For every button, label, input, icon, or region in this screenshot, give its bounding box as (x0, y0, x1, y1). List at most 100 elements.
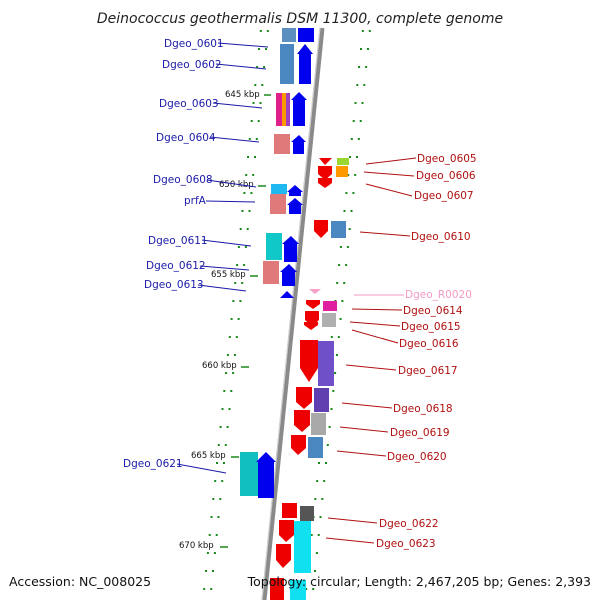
track-tick (210, 516, 213, 518)
gene-feature-0621 (240, 452, 258, 496)
track-tick (338, 264, 341, 266)
gene-label[interactable]: Dgeo_0611 (148, 235, 208, 247)
gene-label[interactable]: Dgeo_0612 (146, 260, 206, 272)
gene-label[interactable]: Dgeo_0616 (399, 338, 459, 350)
gene-label[interactable]: Dgeo_0617 (398, 365, 458, 377)
track-tick (266, 30, 269, 32)
gene-arrow-0602 (297, 44, 313, 84)
label-leader (341, 402, 393, 409)
label-leader (336, 450, 387, 457)
track-tick (345, 192, 348, 194)
gene-label[interactable]: Dgeo_0604 (156, 132, 216, 144)
track-tick (241, 282, 244, 284)
label-leader (176, 463, 227, 474)
gene-arrow-0611 (282, 236, 299, 262)
gene-label[interactable]: Dgeo_0606 (416, 170, 476, 182)
gene-feature-0610 (331, 221, 346, 238)
gene-label[interactable]: Dgeo_0621 (123, 458, 183, 470)
track-tick (213, 552, 216, 554)
track-tick (310, 534, 313, 536)
gene-label[interactable]: Dgeo_0623 (376, 538, 436, 550)
gene-feature-prfa-left (270, 194, 286, 214)
forward-gene-features (240, 28, 314, 498)
track-tick (343, 282, 346, 284)
track-tick (237, 318, 240, 320)
scale-labels: 645 kbp 650 kbp 655 kbp 660 kbp 665 kbp … (179, 90, 271, 551)
gene-label[interactable]: Dgeo_0607 (414, 190, 474, 202)
gene-label[interactable]: Dgeo_0603 (159, 98, 219, 110)
track-tick (349, 156, 351, 158)
label-leader (363, 171, 415, 177)
right-gene-labels: Dgeo_0605 Dgeo_0606 Dgeo_0607 Dgeo_0610 … (325, 153, 477, 550)
track-tick (360, 48, 362, 50)
track-tick (221, 408, 224, 410)
gene-label[interactable]: Dgeo_0622 (379, 518, 439, 530)
map-title: Deinococcus geothermalis DSM 11300, comp… (97, 11, 503, 27)
scale-label: 670 kbp (179, 541, 214, 551)
gene-label[interactable]: prfA (184, 195, 207, 207)
track-tick (224, 444, 227, 446)
track-tick (356, 84, 359, 86)
track-tick (256, 66, 259, 68)
label-leader (365, 183, 413, 197)
gene-feature-0622 (300, 506, 314, 521)
gene-label[interactable]: Dgeo_0614 (403, 305, 463, 317)
track-tick (225, 372, 228, 374)
gene-label[interactable]: Dgeo_0610 (411, 231, 471, 243)
gene-arrow-0606 (318, 166, 332, 180)
gene-arrow-0617 (300, 340, 318, 382)
track-tick (205, 570, 207, 572)
track-tick (323, 480, 326, 482)
scale-label: 660 kbp (202, 361, 237, 371)
gene-label[interactable]: Dgeo_0615 (401, 321, 461, 333)
gene-label[interactable]: Dgeo_0602 (162, 59, 222, 71)
gene-arrow-prfa (287, 198, 303, 214)
gene-label[interactable]: Dgeo_0605 (417, 153, 477, 165)
track-tick (347, 174, 350, 176)
gene-feature-0620 (308, 437, 323, 458)
track-tick (246, 228, 249, 230)
gene-feature-0602-left (280, 44, 294, 84)
track-tick (339, 318, 342, 320)
gene-feature-0615 (322, 313, 336, 327)
gene-label[interactable]: Dgeo_0608 (153, 174, 213, 186)
gene-label[interactable]: Dgeo_0601 (164, 38, 224, 50)
label-leader (325, 537, 375, 544)
track-tick (252, 174, 255, 176)
gene-feature-0623 (294, 521, 311, 573)
track-tick (354, 102, 357, 104)
track-tick (346, 246, 349, 248)
gene-label[interactable]: Dgeo_R0020 (405, 289, 472, 301)
gene-label[interactable]: Dgeo_0620 (387, 451, 447, 463)
track-tick (226, 426, 229, 428)
gene-feature-0605 (337, 158, 349, 165)
gene-label[interactable]: Dgeo_0618 (393, 403, 453, 415)
label-leader (209, 136, 260, 143)
gene-arrow-0603 (291, 92, 307, 126)
track-tick (314, 570, 316, 572)
track-tick (239, 300, 242, 302)
track-tick (215, 534, 218, 536)
track-tick (332, 390, 335, 392)
gene-arrow-0620 (291, 435, 306, 455)
gene-arrow-0618 (296, 387, 312, 409)
gene-label[interactable]: Dgeo_0619 (390, 427, 450, 439)
track-tick (336, 282, 339, 284)
track-tick (357, 138, 360, 140)
gene-arrow-0612 (280, 264, 297, 286)
gene-arrow-0613 (280, 291, 294, 298)
tick-tracks (203, 30, 371, 590)
track-tick (208, 534, 211, 536)
track-tick (343, 210, 346, 212)
track-tick (352, 120, 355, 122)
gene-label[interactable]: Dgeo_0613 (144, 279, 204, 291)
track-tick (368, 30, 371, 32)
track-tick (248, 210, 251, 212)
track-tick (315, 552, 318, 554)
track-tick (321, 498, 324, 500)
track-tick (254, 84, 257, 86)
label-leader (345, 364, 397, 371)
label-leader (349, 321, 401, 327)
